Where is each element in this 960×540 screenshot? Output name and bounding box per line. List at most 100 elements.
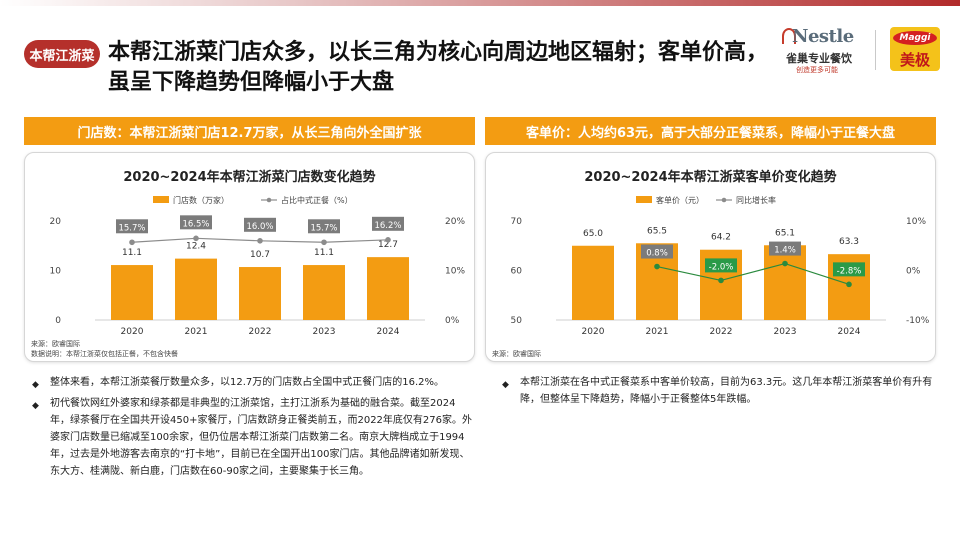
line-point bbox=[718, 277, 724, 284]
y2-tick-label: 0% bbox=[445, 316, 460, 326]
y-tick-label: 60 bbox=[511, 267, 523, 277]
top-accent-bar bbox=[0, 0, 960, 6]
page-title: 本帮江浙菜门店众多，以长三角为核心向周边地区辐射；客单价高，虽呈下降趋势但降幅小… bbox=[108, 40, 769, 95]
bar-value-label: 65.0 bbox=[583, 229, 603, 239]
bullet-item: ◆ 整体来看，本帮江浙菜餐厅数量众多，以12.7万的门店数占全国中式正餐门店的1… bbox=[32, 374, 472, 391]
line-label-box bbox=[769, 241, 801, 256]
bullet-item: ◆ 本帮江浙菜在各中式正餐菜系中客单价较高，目前为63.3元。这几年本帮江浙菜客… bbox=[502, 374, 942, 408]
line-label-box bbox=[308, 219, 340, 234]
chart-note: 数据说明：本帮江浙菜仅包括正餐，不包含快餐 bbox=[31, 350, 178, 358]
line-point bbox=[257, 238, 263, 244]
line-label-box bbox=[180, 215, 212, 230]
y-tick-label: 0 bbox=[55, 316, 61, 326]
y-tick-label: 20 bbox=[50, 217, 62, 227]
bar bbox=[572, 245, 614, 320]
line-point bbox=[782, 260, 788, 267]
x-tick-label: 2020 bbox=[121, 327, 144, 337]
bar-value-label: 65.1 bbox=[775, 228, 795, 238]
line-point bbox=[129, 239, 135, 246]
line-label-box bbox=[705, 258, 737, 273]
section-bar-store-count: 门店数：本帮江浙菜门店12.7万家，从长三角向外全国扩张 bbox=[24, 117, 475, 145]
chart-source: 来源：欧睿国际 bbox=[31, 340, 80, 348]
bar-value-label: 65.5 bbox=[647, 226, 667, 236]
x-tick-label: 2024 bbox=[377, 327, 400, 337]
x-tick-label: 2023 bbox=[774, 327, 797, 337]
diamond-bullet-icon: ◆ bbox=[32, 380, 39, 390]
legend-label-bar: 门店数（万家） bbox=[173, 195, 229, 205]
y2-tick-label: 10% bbox=[445, 267, 465, 277]
line-label-box bbox=[244, 217, 276, 232]
x-tick-label: 2020 bbox=[582, 327, 605, 337]
line-label-box bbox=[641, 244, 673, 259]
line-label-box bbox=[833, 262, 865, 277]
bullet-text: 初代餐饮网红外婆家和绿茶都是非典型的江浙菜馆，主打江浙系为基础的融合菜。截至20… bbox=[50, 398, 473, 477]
x-tick-label: 2024 bbox=[838, 327, 861, 337]
line-value-label: 1.4% bbox=[774, 246, 796, 256]
legend-label-bar: 客单价（元） bbox=[656, 195, 704, 205]
chart-panel-avg-spend: 2020~2024年本帮江浙菜客单价变化趋势 客单价（元） 同比增长率 50 60 70… bbox=[485, 152, 936, 362]
bar-value-label: 12.4 bbox=[186, 242, 206, 252]
nest-icon bbox=[782, 28, 796, 44]
line-value-label: 16.2% bbox=[374, 221, 401, 231]
y2-tick-label: -10% bbox=[906, 316, 930, 326]
category-badge: 本帮江浙菜 bbox=[24, 40, 100, 68]
bullet-text: 整体来看，本帮江浙菜餐厅数量众多，以12.7万的门店数占全国中式正餐门店的16.… bbox=[50, 377, 445, 388]
bar-value-label: 11.1 bbox=[314, 248, 334, 258]
line-label-box bbox=[372, 216, 404, 231]
line-value-label: 0.8% bbox=[646, 249, 668, 259]
legend-marker-line bbox=[721, 197, 727, 203]
y-tick-label: 50 bbox=[511, 316, 523, 326]
bullet-text: 本帮江浙菜在各中式正餐菜系中客单价较高，目前为63.3元。这几年本帮江浙菜客单价… bbox=[520, 377, 933, 405]
bar bbox=[111, 265, 153, 320]
line-point bbox=[385, 237, 391, 243]
series-line bbox=[656, 262, 850, 285]
bar-value-label: 12.7 bbox=[378, 240, 398, 250]
bar bbox=[239, 267, 281, 320]
y2-tick-label: 0% bbox=[906, 267, 921, 277]
bar bbox=[303, 265, 345, 320]
x-tick-label: 2022 bbox=[249, 327, 272, 337]
line-point bbox=[846, 281, 852, 288]
x-tick-label: 2021 bbox=[185, 327, 208, 337]
nestle-slogan: 创造更多可能 bbox=[796, 66, 838, 74]
nestle-cn-name: 雀巢专业餐饮 bbox=[786, 52, 852, 65]
bullets-right: ◆ 本帮江浙菜在各中式正餐菜系中客单价较高，目前为63.3元。这几年本帮江浙菜客… bbox=[502, 374, 942, 412]
line-value-label: -2.0% bbox=[709, 262, 734, 272]
bar-value-label: 63.3 bbox=[839, 237, 859, 247]
y-tick-label: 10 bbox=[50, 267, 62, 277]
bar-value-label: 10.7 bbox=[250, 250, 270, 260]
bar-value-label: 11.1 bbox=[122, 248, 142, 258]
diamond-bullet-icon: ◆ bbox=[32, 401, 39, 411]
legend-label-line: 同比增长率 bbox=[736, 195, 776, 205]
x-tick-label: 2023 bbox=[313, 327, 336, 337]
bar-value-label: 64.2 bbox=[711, 233, 731, 243]
chart-title: 2020~2024年本帮江浙菜客单价变化趋势 bbox=[584, 170, 837, 185]
nestle-logo: Nestle 雀巢专业餐饮 创造更多可能 bbox=[782, 22, 864, 74]
bullet-item: ◆ 初代餐饮网红外婆家和绿茶都是非典型的江浙菜馆，主打江浙系为基础的融合菜。截至… bbox=[32, 395, 472, 480]
section-bar-avg-spend: 客单价：人均约63元，高于大部分正餐菜系，降幅小于正餐大盘 bbox=[485, 117, 936, 145]
store-count-chart: 门店数（万家） 占比中式正餐（%） 0 10 20 0% 10% 20% 2020 11.1 202… bbox=[50, 195, 466, 337]
line-value-label: 16.5% bbox=[182, 219, 209, 229]
nestle-wordmark: Nestle bbox=[792, 26, 854, 47]
maggi-logo: Maggi 美极 bbox=[890, 27, 940, 71]
bar bbox=[367, 257, 409, 320]
y2-tick-label: 20% bbox=[445, 217, 465, 227]
line-value-label: 15.7% bbox=[118, 223, 145, 233]
legend-swatch-bar bbox=[636, 196, 652, 203]
line-value-label: -2.8% bbox=[837, 266, 862, 276]
maggi-cn-name: 美极 bbox=[899, 51, 930, 69]
legend-swatch-bar bbox=[153, 196, 169, 203]
bullets-left: ◆ 整体来看，本帮江浙菜餐厅数量众多，以12.7万的门店数占全国中式正餐门店的1… bbox=[32, 374, 472, 484]
diamond-bullet-icon: ◆ bbox=[502, 380, 509, 390]
x-tick-label: 2022 bbox=[710, 327, 733, 337]
y2-tick-label: 10% bbox=[906, 217, 926, 227]
line-point bbox=[193, 235, 199, 242]
y-tick-label: 70 bbox=[511, 217, 523, 227]
line-point bbox=[321, 239, 327, 246]
line-label-box bbox=[116, 219, 148, 234]
legend-label-line: 占比中式正餐（%） bbox=[281, 195, 353, 205]
logo-divider bbox=[875, 30, 876, 70]
chart-title: 2020~2024年本帮江浙菜门店数变化趋势 bbox=[123, 170, 376, 185]
chart-panel-store-count: 2020~2024年本帮江浙菜门店数变化趋势 门店数（万家） 占比中式正餐（%） 0… bbox=[24, 152, 475, 362]
chart-source: 来源：欧睿国际 bbox=[492, 350, 541, 358]
